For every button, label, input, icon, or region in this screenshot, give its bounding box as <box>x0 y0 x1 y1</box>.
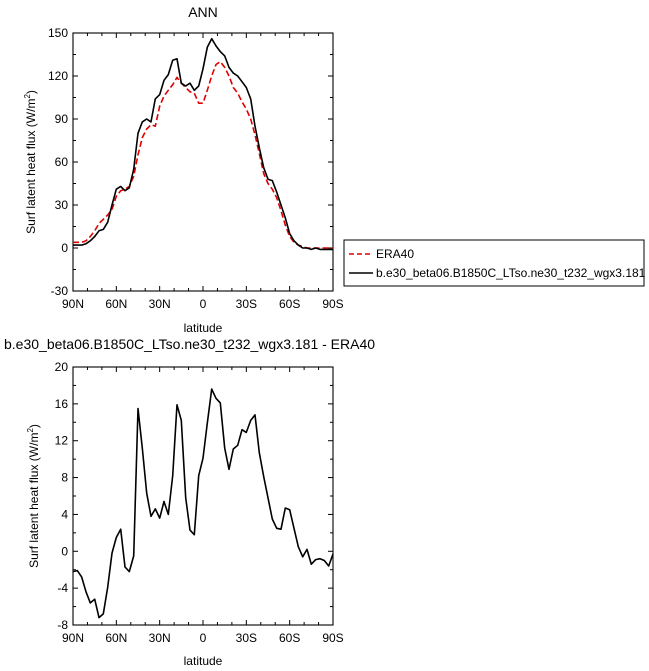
x-tick-label: 60S <box>279 297 300 311</box>
bottom-chart-title: b.e30_beta06.B1850C_LTso.ne30_t232_wgx3.… <box>4 336 375 352</box>
y-tick-label: -8 <box>57 618 68 632</box>
y-tick-label: 90 <box>55 112 69 126</box>
y-tick-label: 20 <box>55 360 69 374</box>
y-tick-label: -30 <box>51 284 69 298</box>
y-tick-label: 30 <box>55 198 69 212</box>
y-tick-label: 12 <box>55 434 69 448</box>
y-tick-label: 150 <box>48 26 68 40</box>
top-y-axis-label: Surf latent heat flux (W/m2) <box>23 90 38 234</box>
x-tick-label: 0 <box>200 631 207 645</box>
y-tick-label: 60 <box>55 155 69 169</box>
y-tick-label: 16 <box>55 397 69 411</box>
x-tick-label: 30N <box>149 297 171 311</box>
era40-series-line <box>73 60 333 249</box>
bottom-plot-frame <box>72 366 334 626</box>
top-x-axis-label: latitude <box>184 321 223 335</box>
legend-era40-label: ERA40 <box>376 247 414 261</box>
x-tick-label: 90S <box>322 631 343 645</box>
y-tick-label: 0 <box>61 544 68 558</box>
y-tick-label: 8 <box>61 471 68 485</box>
x-tick-label: 90N <box>62 297 84 311</box>
legend-box <box>343 239 645 287</box>
bottom-y-axis-label: Surf latent heat flux (W/m2) <box>26 424 41 568</box>
y-tick-label: 0 <box>61 241 68 255</box>
y-tick-label: -4 <box>57 581 68 595</box>
top-chart-panel: ANN 90N 60N 30N 0 30S 60S 90S1501209060300-30 … <box>23 4 344 335</box>
legend-model-label: b.e30_beta06.B1850C_LTso.ne30_t232_wgx3.… <box>376 266 646 280</box>
x-tick-label: 30S <box>236 297 257 311</box>
difference-series-line <box>72 388 334 619</box>
x-tick-label: 30N <box>149 631 171 645</box>
y-tick-label: 4 <box>61 507 68 521</box>
x-tick-label: 60N <box>105 297 127 311</box>
x-tick-label: 0 <box>200 297 207 311</box>
x-tick-label: 60N <box>105 631 127 645</box>
b-e30-beta06-b1850c-ltso-ne30-t232-wgx3-181-series-line <box>73 37 333 251</box>
x-tick-label: 90S <box>322 297 343 311</box>
bottom-chart-panel: b.e30_beta06.B1850C_LTso.ne30_t232_wgx3.… <box>4 336 375 668</box>
bottom-x-axis-label: latitude <box>184 654 223 668</box>
x-tick-label: 60S <box>279 631 300 645</box>
y-tick-label: 120 <box>48 69 68 83</box>
legend: ERA40 b.e30_beta06.B1850C_LTso.ne30_t232… <box>343 239 646 287</box>
x-tick-label: 90N <box>62 631 84 645</box>
top-chart-title: ANN <box>188 4 218 20</box>
x-tick-label: 30S <box>236 631 257 645</box>
